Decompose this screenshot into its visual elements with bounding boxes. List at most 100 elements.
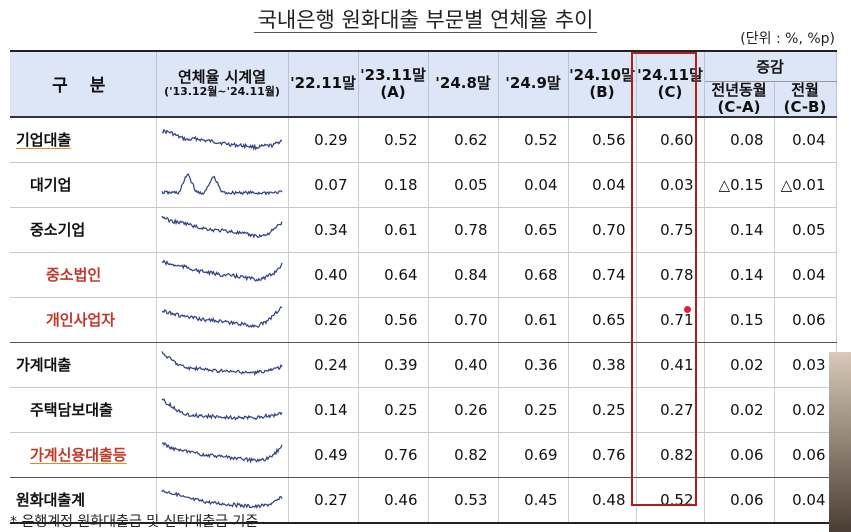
row-label: 중소기업	[10, 207, 157, 253]
cell-value: 0.34	[288, 207, 359, 253]
cell-mom: 0.04	[774, 477, 837, 524]
cell-yoy: 0.08	[704, 116, 775, 163]
sparkline-path	[161, 397, 283, 421]
cell-value: 0.25	[358, 387, 429, 433]
cell-value: 0.60	[636, 116, 705, 163]
cell-value: 0.24	[288, 342, 359, 388]
cell-mom: 0.03	[774, 342, 837, 388]
cell-value: 0.52	[498, 116, 569, 163]
cell-value: 0.61	[358, 207, 429, 253]
table-row: 대기업 0.07 0.18 0.05 0.04 0.04 0.03 △0.15 …	[10, 162, 837, 208]
header-period-0: '22.11말	[288, 50, 359, 118]
row-label: 원화대출계	[10, 477, 157, 524]
cell-value: 0.45	[498, 477, 569, 524]
cell-value: 0.18	[358, 162, 429, 208]
cell-mom: △0.01	[774, 162, 837, 208]
cell-value: 0.25	[498, 387, 569, 433]
header-period-4: '24.10말 (B)	[568, 50, 637, 118]
cell-value: 0.27	[636, 387, 705, 433]
page-title: 국내은행 원화대출 부문별 연체율 추이	[0, 4, 851, 34]
table-row: 주택담보대출 0.14 0.25 0.26 0.25 0.25 0.27 0.0…	[10, 387, 837, 433]
sparkline	[156, 162, 289, 208]
sparkline	[156, 116, 289, 163]
cell-value: 0.65	[568, 297, 637, 343]
cell-yoy: 0.02	[704, 387, 775, 433]
sparkline-chart	[161, 305, 283, 328]
table-row: 중소법인 0.40 0.64 0.84 0.68 0.74 0.78 0.14 …	[10, 252, 837, 298]
cell-value: 0.61	[498, 297, 569, 343]
row-label: 기업대출	[10, 116, 157, 163]
sparkline-chart	[161, 488, 283, 509]
cell-value: 0.78	[636, 252, 705, 298]
sparkline	[156, 477, 289, 524]
sparkline-chart	[161, 172, 283, 196]
sparkline-path	[161, 305, 283, 328]
cell-value: 0.07	[288, 162, 359, 208]
sparkline-path	[161, 215, 283, 238]
cell-value: 0.25	[568, 387, 637, 433]
sparkline-chart	[161, 128, 283, 151]
cell-value: 0.40	[288, 252, 359, 298]
row-label: 대기업	[10, 162, 157, 208]
cell-value: 0.52	[358, 116, 429, 163]
sparkline	[156, 297, 289, 343]
header-period-3: '24.9말	[498, 50, 569, 118]
cell-value: 0.41	[636, 342, 705, 388]
cell-value: 0.04	[498, 162, 569, 208]
sparkline-chart	[161, 397, 283, 421]
header-category: 구 분	[10, 50, 157, 118]
header-series: 연체율 시계열 ('13.12월~'24.11월)	[156, 50, 289, 118]
cell-value: 0.39	[358, 342, 429, 388]
sparkline-chart	[161, 258, 283, 282]
cell-value: 0.82	[428, 432, 499, 478]
sparkline	[156, 252, 289, 298]
cell-value: 0.56	[568, 116, 637, 163]
cell-value: 0.62	[428, 116, 499, 163]
cell-mom: 0.06	[774, 432, 837, 478]
cell-value: 0.27	[288, 477, 359, 524]
table-row: 원화대출계 0.27 0.46 0.53 0.45 0.48 0.52 0.06…	[10, 477, 837, 524]
cell-value: 0.48	[568, 477, 637, 524]
header-change-group: 증감	[704, 50, 837, 82]
sparkline	[156, 207, 289, 253]
cell-mom: 0.04	[774, 252, 837, 298]
cell-mom: 0.06	[774, 297, 837, 343]
cell-yoy: 0.06	[704, 477, 775, 524]
cell-value: 0.53	[428, 477, 499, 524]
header-change-yoy: 전년동월 (C-A)	[704, 81, 775, 118]
sparkline-path	[161, 350, 283, 376]
cell-yoy: 0.14	[704, 252, 775, 298]
cell-yoy: △0.15	[704, 162, 775, 208]
cell-value: 0.26	[428, 387, 499, 433]
row-label: 가계대출	[10, 342, 157, 388]
cell-mom: 0.02	[774, 387, 837, 433]
table-row: 중소기업 0.34 0.61 0.78 0.65 0.70 0.75 0.14 …	[10, 207, 837, 253]
cell-value: 0.74	[568, 252, 637, 298]
sparkline	[156, 432, 289, 478]
cell-value: 0.36	[498, 342, 569, 388]
cell-yoy: 0.06	[704, 432, 775, 478]
table-row: 기업대출 0.29 0.52 0.62 0.52 0.56 0.60 0.08 …	[10, 116, 837, 163]
footnote: * 은행계정 원화대출금 및 신탁대출금 기준	[10, 514, 259, 530]
sparkline	[156, 387, 289, 433]
cell-value: 0.82	[636, 432, 705, 478]
cell-value: 0.75	[636, 207, 705, 253]
cell-value: 0.56	[358, 297, 429, 343]
cell-mom: 0.04	[774, 116, 837, 163]
cell-value: 0.40	[428, 342, 499, 388]
cell-value: 0.46	[358, 477, 429, 524]
row-label: 주택담보대출	[10, 387, 157, 433]
cell-value: 0.52	[636, 477, 705, 524]
cell-value: 0.65	[498, 207, 569, 253]
header-period-2: '24.8말	[428, 50, 499, 118]
header-period-5: '24.11말 (C)	[636, 50, 705, 118]
cell-value: 0.14	[288, 387, 359, 433]
sparkline-path	[161, 128, 283, 151]
cell-value: 0.68	[498, 252, 569, 298]
sparkline-chart	[161, 350, 283, 376]
cell-value: 0.26	[288, 297, 359, 343]
header-period-1: '23.11말 (A)	[358, 50, 429, 118]
row-label: 중소법인	[10, 252, 157, 298]
sparkline-chart	[161, 215, 283, 238]
cell-value: 0.64	[358, 252, 429, 298]
